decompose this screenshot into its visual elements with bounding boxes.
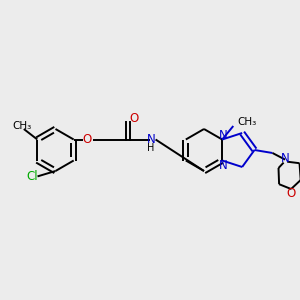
Text: N: N xyxy=(218,129,227,142)
Text: N: N xyxy=(147,133,155,146)
Text: N: N xyxy=(281,152,290,165)
Text: CH₃: CH₃ xyxy=(13,121,32,131)
Text: O: O xyxy=(130,112,139,125)
Text: Cl: Cl xyxy=(26,170,38,183)
Text: O: O xyxy=(82,133,92,146)
Text: N: N xyxy=(218,158,227,172)
Text: H: H xyxy=(147,143,155,153)
Text: CH₃: CH₃ xyxy=(238,117,257,127)
Text: O: O xyxy=(286,187,296,200)
